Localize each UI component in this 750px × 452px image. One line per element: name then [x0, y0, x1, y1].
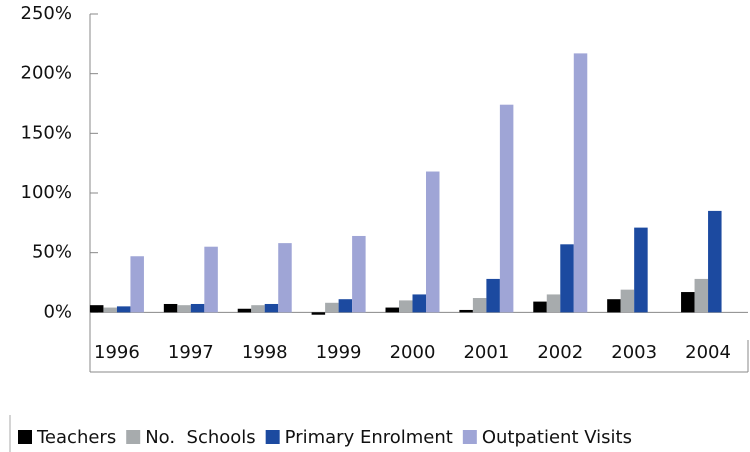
bar — [499, 104, 514, 313]
x-tick-label: 1996 — [94, 342, 140, 363]
bar — [607, 299, 621, 313]
y-tick-label: 100% — [21, 182, 72, 203]
bar — [694, 278, 709, 313]
bar — [237, 308, 252, 313]
legend-swatch — [265, 430, 280, 444]
bar — [472, 298, 487, 313]
x-tick-label: 2004 — [685, 342, 731, 363]
bar — [89, 305, 104, 313]
bar — [399, 300, 413, 313]
y-tick-label: 0% — [43, 301, 72, 322]
x-tick-label: 2003 — [611, 342, 657, 363]
y-tick-label: 50% — [32, 242, 72, 263]
bar — [163, 303, 178, 313]
bar — [385, 307, 399, 313]
y-tick-label: 250% — [21, 3, 72, 24]
bar — [560, 244, 574, 313]
x-tick-label: 2002 — [537, 342, 583, 363]
x-tick-label: 1998 — [242, 342, 288, 363]
bar — [325, 302, 339, 313]
bar — [251, 305, 265, 313]
bar — [204, 246, 218, 313]
legend-label: Primary Enrolment — [285, 427, 453, 448]
legend-swatch — [462, 430, 477, 444]
legend-swatch — [126, 430, 141, 444]
bar — [412, 294, 426, 313]
bar — [546, 294, 561, 313]
bar — [459, 309, 473, 313]
bar — [264, 303, 279, 313]
bar — [116, 306, 131, 313]
x-tick-label: 1999 — [316, 342, 362, 363]
bar — [103, 307, 117, 313]
legend-label: No. Schools — [145, 427, 255, 448]
bar — [130, 256, 144, 313]
bar — [426, 171, 440, 313]
bar — [338, 299, 353, 313]
legend-swatch — [18, 430, 32, 444]
bar — [278, 243, 292, 313]
bar — [620, 289, 635, 313]
bar — [681, 292, 695, 313]
y-tick-label: 200% — [21, 63, 72, 84]
legend-label: Outpatient Visits — [482, 427, 632, 448]
bar — [352, 235, 366, 313]
bar — [177, 305, 191, 313]
x-tick-label: 2000 — [390, 342, 436, 363]
bar — [573, 53, 588, 313]
bar — [708, 210, 722, 313]
bar — [190, 303, 205, 313]
y-tick-label: 150% — [21, 122, 72, 143]
bar — [311, 312, 326, 315]
bar — [533, 301, 547, 313]
bar — [486, 278, 500, 313]
x-tick-label: 1997 — [168, 342, 214, 363]
bar — [634, 227, 648, 313]
x-tick-label: 2001 — [463, 342, 509, 363]
legend-label: Teachers — [36, 427, 116, 448]
